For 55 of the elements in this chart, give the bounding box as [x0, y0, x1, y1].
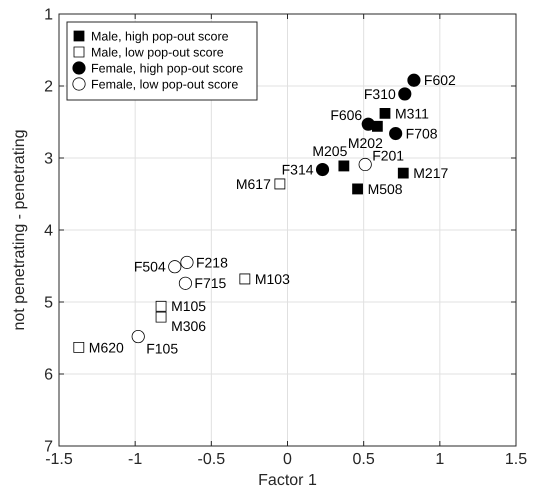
point — [178, 276, 192, 290]
y-tick-label: 2 — [44, 78, 54, 96]
x-tick-label: 0.5 — [352, 451, 375, 468]
legend-label: Female, high pop-out score — [91, 61, 244, 76]
point — [358, 158, 372, 172]
point — [380, 108, 390, 119]
annotation: F218 — [196, 254, 228, 270]
x-axis-title: Factor 1 — [258, 472, 317, 489]
point — [73, 342, 84, 353]
point — [180, 256, 194, 269]
point — [398, 87, 412, 100]
point — [407, 74, 421, 87]
annotation: M205 — [312, 142, 348, 159]
annotation: M508 — [368, 180, 403, 197]
x-tick-label: 0 — [283, 451, 292, 468]
annotation: F602 — [424, 72, 456, 88]
annotation: M103 — [254, 270, 290, 287]
y-tick-label: 5 — [44, 294, 54, 312]
annotation: F708 — [406, 125, 438, 142]
point — [352, 184, 363, 194]
x-tick-label: -0.5 — [198, 451, 226, 468]
annotation: F310 — [364, 86, 396, 102]
annotation: M311 — [394, 105, 430, 122]
y-tick-label: 6 — [44, 366, 54, 384]
x-tick-label: 1.5 — [504, 451, 528, 468]
point — [239, 274, 250, 284]
annotation: M105 — [171, 298, 206, 314]
annotation: F504 — [134, 258, 166, 275]
point — [389, 126, 402, 140]
point — [362, 118, 375, 131]
annotation: F105 — [146, 340, 178, 356]
y-axis-title: not penetrating - penetrating — [11, 129, 28, 331]
point — [132, 330, 145, 344]
annotation: M306 — [171, 318, 206, 334]
x-tick-label: 1 — [435, 451, 444, 468]
legend-label: Female, low pop-out score — [91, 77, 238, 92]
y-tick-label: 3 — [44, 150, 54, 168]
annotation: F606 — [330, 107, 362, 124]
annotation: M617 — [236, 176, 272, 192]
point — [338, 160, 350, 172]
y-tick-label: 4 — [44, 222, 54, 240]
annotation: F314 — [282, 161, 314, 178]
point — [274, 178, 286, 190]
legend-label: Male, low pop-out score — [91, 45, 224, 60]
point — [156, 312, 166, 323]
point — [398, 168, 409, 179]
annotation: F715 — [194, 275, 227, 292]
legend-label: Male, high pop-out score — [91, 29, 229, 44]
annotation: M620 — [88, 339, 124, 356]
point — [316, 162, 330, 176]
x-tick-label: -1 — [128, 451, 142, 468]
annotation: M217 — [413, 165, 449, 182]
y-tick-label: 1 — [44, 6, 54, 24]
point — [168, 260, 182, 274]
point — [156, 300, 166, 312]
